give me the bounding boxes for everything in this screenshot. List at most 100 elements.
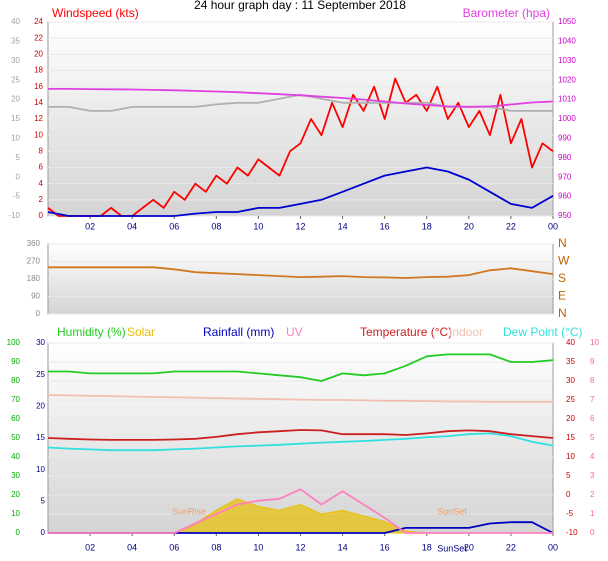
y-tick-label: 4 xyxy=(39,179,44,188)
line xyxy=(48,88,554,108)
y-tick-label: 20 xyxy=(11,95,20,104)
y-tick-label: 1030 xyxy=(558,56,576,65)
x-tick-label: 16 xyxy=(380,221,390,231)
y-tick-label: 0 xyxy=(16,172,21,181)
y-tick-label: N xyxy=(558,236,567,250)
y-tick-label: 2 xyxy=(39,195,44,204)
x-tick-label: 22 xyxy=(506,221,516,231)
y-tick-label: 10 xyxy=(11,509,20,518)
y-tick-label: 5 xyxy=(16,153,21,162)
y-tick-label: 90 xyxy=(11,357,20,366)
y-tick-label: 15 xyxy=(36,433,45,442)
y-tick-label: 10 xyxy=(36,465,45,474)
y-tick-label: 30 xyxy=(11,56,20,65)
y-tick-label: 970 xyxy=(558,172,572,181)
line xyxy=(48,353,554,382)
y-tick-label: 180 xyxy=(27,274,41,283)
x-tick-label: 04 xyxy=(127,542,137,552)
y-tick-label: 0 xyxy=(16,528,21,537)
x-tick-label: 04 xyxy=(127,221,137,231)
x-tick-label: 14 xyxy=(338,221,348,231)
y-tick-label: 12 xyxy=(34,114,43,123)
y-tick-label: 35 xyxy=(11,37,20,46)
y-tick-label: 2 xyxy=(590,490,595,499)
x-tick-label: 08 xyxy=(211,221,221,231)
y-tick-label: 70 xyxy=(11,395,20,404)
x-tick-label: 20 xyxy=(464,542,474,552)
y-tick-label: 35 xyxy=(566,357,575,366)
y-tick-label: 20 xyxy=(34,49,43,58)
y-tick-label: 30 xyxy=(11,471,20,480)
chart-title: 24 hour graph day : 11 September 2018 xyxy=(194,0,406,12)
y-tick-label: 18 xyxy=(34,66,43,75)
y-tick-label: 10 xyxy=(566,452,575,461)
x-tick-label: 12 xyxy=(295,221,305,231)
y-tick-label: 30 xyxy=(566,376,575,385)
legend-label: Temperature (°C) xyxy=(360,325,452,339)
y-tick-label: 25 xyxy=(36,370,45,379)
y-tick-label: 14 xyxy=(34,98,43,107)
y-tick-label: 30 xyxy=(36,338,45,347)
legend-label: Windspeed (kts) xyxy=(52,6,139,20)
y-tick-label: 360 xyxy=(27,239,41,248)
y-tick-label: -5 xyxy=(13,192,21,201)
y-tick-label: 0 xyxy=(36,309,41,318)
legend-label: Dew Point (°C) xyxy=(503,325,582,339)
x-tick-label: 00 xyxy=(548,542,558,552)
annotation: SunRise xyxy=(172,506,206,516)
x-tick-label: 18 xyxy=(422,542,432,552)
legend-label: Humidity (%) xyxy=(57,325,126,339)
y-tick-label: 20 xyxy=(11,490,20,499)
y-tick-label: 40 xyxy=(566,338,575,347)
line xyxy=(48,266,554,279)
y-tick-label: 990 xyxy=(558,134,572,143)
annotation: SunSet xyxy=(437,543,467,553)
y-tick-label: 270 xyxy=(27,257,41,266)
line xyxy=(47,432,554,452)
y-tick-label: 0 xyxy=(566,490,571,499)
x-tick-label: 22 xyxy=(506,542,516,552)
y-tick-label: 1 xyxy=(590,509,595,518)
y-tick-label: 950 xyxy=(558,211,572,220)
y-tick-label: 980 xyxy=(558,153,572,162)
y-tick-label: 20 xyxy=(566,414,575,423)
y-tick-label: 1050 xyxy=(558,17,576,26)
y-tick-label: 90 xyxy=(31,292,40,301)
y-tick-label: 100 xyxy=(7,338,21,347)
y-tick-label: 50 xyxy=(11,433,20,442)
y-tick-label: 6 xyxy=(39,163,44,172)
y-tick-label: 1040 xyxy=(558,37,576,46)
x-tick-label: 02 xyxy=(85,221,95,231)
y-tick-label: 60 xyxy=(11,414,20,423)
y-tick-label: 24 xyxy=(34,17,43,26)
x-tick-label: 10 xyxy=(253,221,263,231)
y-tick-label: 1010 xyxy=(558,95,576,104)
y-tick-label: 5 xyxy=(566,471,571,480)
y-tick-label: 8 xyxy=(39,146,44,155)
x-tick-label: 10 xyxy=(253,542,263,552)
y-tick-label: 5 xyxy=(590,433,595,442)
y-tick-label: 0 xyxy=(41,528,46,537)
y-tick-label: 22 xyxy=(34,33,43,42)
y-tick-label: 4 xyxy=(590,452,595,461)
y-tick-label: 0 xyxy=(590,528,595,537)
y-tick-label: 16 xyxy=(34,82,43,91)
y-tick-label: 10 xyxy=(590,338,599,347)
y-tick-label: 3 xyxy=(590,471,595,480)
y-tick-label: 15 xyxy=(11,114,20,123)
y-tick-label: 15 xyxy=(566,433,575,442)
line xyxy=(47,429,554,441)
x-tick-label: 12 xyxy=(295,542,305,552)
y-tick-label: 9 xyxy=(590,357,595,366)
y-tick-label: 10 xyxy=(34,130,43,139)
y-tick-label: 80 xyxy=(11,376,20,385)
legend-label: Indoor xyxy=(449,325,483,339)
y-tick-label: 25 xyxy=(566,395,575,404)
legend-label: Solar xyxy=(127,325,155,339)
y-tick-label: E xyxy=(558,289,566,303)
y-tick-label: S xyxy=(558,271,566,285)
y-tick-label: W xyxy=(558,254,570,268)
y-tick-label: -5 xyxy=(566,509,574,518)
y-tick-label: 5 xyxy=(41,496,46,505)
x-tick-label: 18 xyxy=(422,221,432,231)
